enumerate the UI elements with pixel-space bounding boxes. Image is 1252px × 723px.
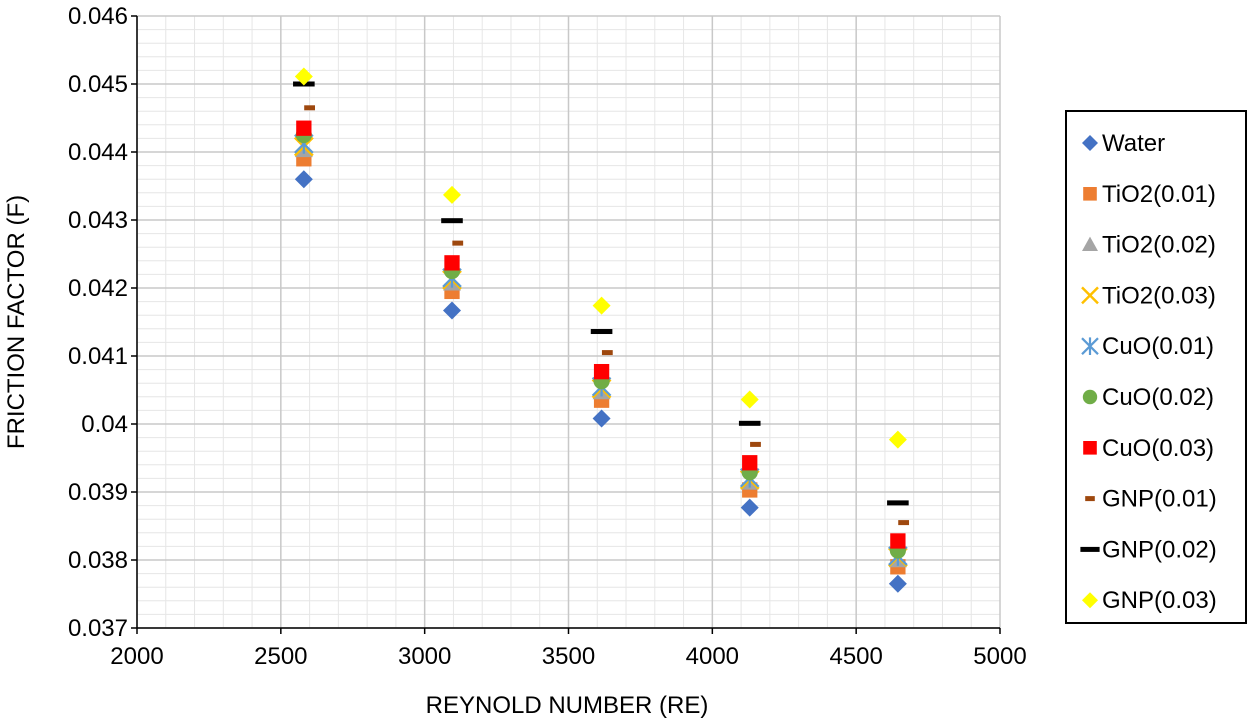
y-tick-label: 0.04 (81, 411, 128, 438)
y-tick-label: 0.044 (68, 139, 128, 166)
series-gnp-0-01 (304, 105, 910, 526)
legend-label-gnp-0-03: GNP(0.03) (1102, 587, 1217, 614)
y-tick-label: 0.038 (68, 547, 128, 574)
y-tick-label: 0.041 (68, 343, 128, 370)
legend-marker-tio2-0-03 (1081, 286, 1099, 305)
legend-marker-cuo-0-02 (1082, 389, 1098, 405)
legend-marker-gnp-0-02 (1080, 546, 1100, 552)
legend-label-tio2-0-02: TiO2(0.02) (1102, 232, 1216, 259)
point-water (294, 170, 313, 189)
x-tick-label: 2000 (110, 643, 163, 670)
point-gnp-0-02 (441, 218, 463, 224)
legend-marker-cuo-0-03 (1083, 441, 1097, 455)
y-tick-label: 0.045 (68, 71, 128, 98)
x-tick-label: 3000 (398, 643, 451, 670)
legend-marker-tio2-0-02 (1082, 236, 1098, 251)
point-cuo-0-03 (296, 120, 312, 136)
legend-marker-gnp-0-01 (1085, 496, 1095, 502)
point-gnp-0-01 (452, 240, 464, 246)
point-gnp-0-03 (442, 185, 461, 204)
series-gnp-0-03 (294, 67, 907, 449)
point-gnp-0-03 (888, 430, 907, 449)
point-water (888, 574, 907, 593)
legend-label-cuo-0-02: CuO(0.02) (1102, 384, 1214, 411)
point-cuo-0-03 (742, 455, 758, 471)
legend-label-tio2-0-03: TiO2(0.03) (1102, 282, 1216, 309)
y-axis-title: FRICTION FACTOR (F) (3, 195, 30, 449)
series-cuo-0-01 (294, 133, 908, 566)
legend-marker-gnp-0-03 (1082, 592, 1098, 609)
legend: Water TiO2(0.01) TiO2(0.02) TiO2(0.03) CuO(0… (1065, 110, 1247, 624)
point-gnp-0-02 (738, 420, 761, 426)
series-tio2-0-03 (293, 136, 908, 568)
point-gnp-0-01 (601, 350, 613, 356)
legend-marker-cuo-0-01 (1081, 337, 1099, 355)
y-tick-label: 0.039 (68, 479, 128, 506)
point-gnp-0-02 (887, 500, 909, 506)
x-tick-labels: 2000 2500 3000 3500 4000 4500 5000 (110, 643, 1026, 670)
series-cuo-0-03 (296, 120, 906, 549)
legend-label-water: Water (1102, 130, 1165, 157)
series-tio2-0-01 (296, 151, 906, 575)
point-gnp-0-01 (750, 441, 761, 447)
point-gnp-0-01 (304, 105, 315, 111)
y-tick-label: 0.043 (68, 207, 128, 234)
point-water (592, 409, 611, 428)
x-tick-label: 4000 (686, 643, 739, 670)
axes (131, 15, 1001, 634)
x-tick-label: 2500 (254, 643, 307, 670)
x-tick-label: 3500 (542, 643, 595, 670)
legend-label-tio2-0-01: TiO2(0.01) (1102, 181, 1216, 208)
legend-marker-water (1082, 135, 1098, 151)
x-tick-label: 5000 (973, 643, 1026, 670)
point-cuo-0-03 (593, 363, 610, 380)
x-axis-title: REYNOLD NUMBER (RE) (426, 692, 709, 719)
data-points (293, 67, 910, 593)
y-tick-label: 0.042 (68, 275, 128, 302)
y-tick-label: 0.037 (68, 615, 128, 642)
legend-marker-tio2-0-01 (1083, 187, 1097, 201)
point-water (442, 301, 461, 320)
point-cuo-0-03 (890, 533, 906, 549)
point-gnp-0-01 (898, 520, 910, 526)
legend-label-gnp-0-02: GNP(0.02) (1102, 536, 1217, 563)
point-cuo-0-03 (444, 255, 460, 271)
point-gnp-0-02 (590, 329, 613, 335)
series-gnp-0-02 (293, 81, 909, 506)
point-gnp-0-03 (294, 67, 313, 86)
point-gnp-0-03 (740, 390, 759, 409)
legend-label-cuo-0-03: CuO(0.03) (1102, 435, 1214, 462)
legend-label-gnp-0-01: GNP(0.01) (1102, 486, 1217, 513)
y-tick-labels: 0.037 0.038 0.039 0.04 0.041 0.042 0.043 0.044 0… (68, 3, 128, 642)
y-tick-label: 0.046 (68, 3, 128, 30)
series-tio2-0-02 (294, 140, 907, 568)
point-gnp-0-03 (592, 296, 611, 315)
major-gridlines (136, 15, 1001, 629)
legend-label-cuo-0-01: CuO(0.01) (1102, 333, 1214, 360)
x-tick-label: 4500 (829, 643, 882, 670)
point-water (740, 498, 759, 517)
series-water (294, 170, 907, 593)
